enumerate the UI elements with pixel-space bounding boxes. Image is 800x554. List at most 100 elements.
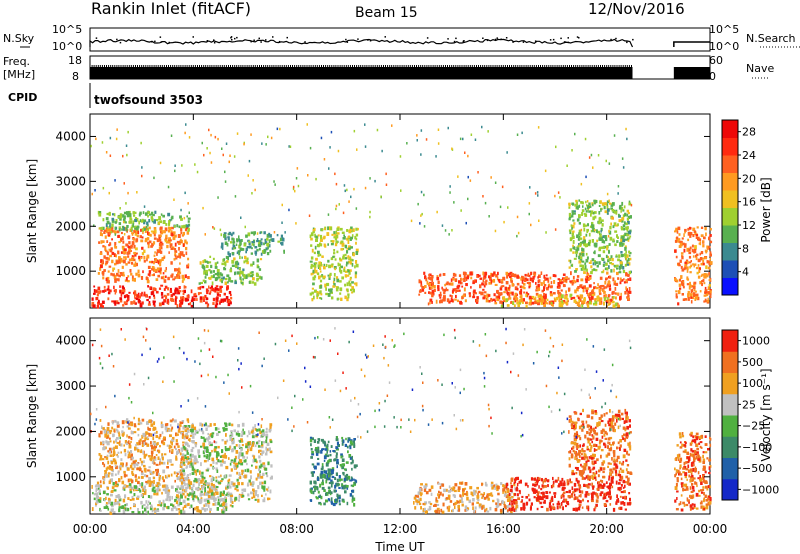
heatmap-cell — [584, 207, 587, 211]
heatmap-cell — [599, 298, 602, 303]
heatmap-cell — [157, 504, 161, 507]
heatmap-cell — [536, 285, 538, 289]
heatmap-cell — [581, 286, 584, 289]
heatmap-cell — [116, 429, 119, 433]
heatmap-cell — [580, 278, 584, 282]
heatmap-cell — [550, 300, 553, 303]
heatmap-cell — [350, 442, 353, 446]
heatmap-cell — [238, 235, 240, 239]
heatmap-cell — [185, 460, 188, 463]
heatmap-cell — [126, 418, 129, 421]
heatmap-cell — [127, 191, 129, 195]
heatmap-cell — [170, 440, 172, 444]
heatmap-cell — [472, 506, 474, 510]
heatmap-cell — [295, 177, 298, 180]
heatmap-cell — [103, 229, 107, 232]
heatmap-cell — [206, 454, 209, 457]
heatmap-cell — [615, 224, 619, 227]
heatmap-cell — [333, 236, 336, 239]
heatmap-cell — [314, 267, 316, 271]
heatmap-cell — [236, 464, 239, 468]
heatmap-cell — [572, 203, 574, 206]
heatmap-cell — [505, 271, 509, 276]
heatmap-cell — [308, 214, 311, 217]
heatmap-cell — [170, 274, 174, 278]
heatmap-cell — [200, 445, 203, 448]
colorbar-frame — [721, 119, 739, 296]
heatmap-cell — [119, 297, 123, 301]
heatmap-cell — [147, 285, 149, 288]
heatmap-cell — [229, 301, 232, 305]
heatmap-cell — [122, 214, 125, 218]
heatmap-cell — [340, 455, 343, 459]
heatmap-cell — [163, 299, 167, 303]
heatmap-cell — [705, 232, 707, 237]
heatmap-cell — [236, 471, 239, 475]
heatmap-cell — [219, 504, 222, 507]
heatmap-cell — [336, 478, 339, 482]
heatmap-cell — [492, 279, 496, 283]
heatmap-cell — [183, 461, 185, 465]
heatmap-cell — [334, 243, 338, 247]
heatmap-cell — [206, 469, 209, 472]
heatmap-cell — [328, 498, 331, 502]
heatmap-cell — [136, 297, 139, 300]
heatmap-cell — [201, 141, 203, 145]
heatmap-cell — [162, 461, 166, 465]
heatmap-cell — [345, 468, 347, 472]
heatmap-cell — [187, 462, 191, 465]
heatmap-cell — [627, 220, 630, 225]
heatmap-cell — [111, 300, 114, 303]
heatmap-cell — [543, 300, 546, 303]
heatmap-cell — [111, 259, 114, 264]
heatmap-cell — [197, 498, 200, 503]
heatmap-cell — [557, 191, 560, 194]
heatmap-cell — [681, 255, 684, 260]
heatmap-cell — [102, 271, 105, 274]
heatmap-cell — [613, 210, 617, 214]
heatmap-cell — [577, 296, 581, 299]
heatmap-cell — [124, 452, 127, 457]
heatmap-cell — [425, 277, 428, 282]
heatmap-cell — [625, 279, 628, 282]
heatmap-cell — [221, 503, 225, 507]
heatmap-cell — [267, 486, 270, 489]
heatmap-cell — [613, 268, 615, 273]
heatmap-cell — [202, 431, 205, 435]
heatmap-cell — [134, 218, 137, 223]
heatmap-cell — [592, 166, 594, 169]
heatmap-cell — [139, 235, 142, 239]
heatmap-cell — [538, 219, 540, 222]
heatmap-cell — [578, 199, 581, 202]
heatmap-cell — [164, 238, 168, 241]
heatmap-cell — [537, 194, 539, 197]
heatmap-cell — [125, 202, 127, 205]
heatmap-cell — [578, 260, 582, 264]
heatmap-cell — [115, 502, 118, 505]
heatmap-cell — [626, 213, 629, 217]
heatmap-cell — [629, 235, 632, 238]
heatmap-cell — [99, 480, 102, 484]
heatmap-cell — [709, 291, 712, 296]
heatmap-cell — [249, 274, 252, 278]
heatmap-cell — [217, 475, 221, 478]
heatmap-cell — [260, 446, 264, 449]
heatmap-cell — [230, 468, 233, 472]
heatmap-cell — [608, 199, 610, 202]
heatmap-cell — [263, 497, 266, 500]
heatmap-cell — [339, 464, 342, 466]
heatmap-cell — [251, 444, 254, 447]
heatmap-cell — [313, 480, 317, 484]
heatmap-cell — [153, 269, 157, 272]
heatmap-cell — [216, 292, 220, 296]
heatmap-cell — [676, 230, 679, 234]
heatmap-cell — [528, 274, 531, 277]
heatmap-cell — [346, 229, 349, 232]
heatmap-cell — [537, 287, 541, 291]
heatmap-cell — [320, 136, 323, 140]
heatmap-cell — [346, 501, 349, 506]
heatmap-cell — [114, 292, 117, 295]
heatmap-cell — [629, 252, 632, 255]
heatmap-cell — [163, 453, 167, 456]
heatmap-cell — [607, 294, 611, 297]
